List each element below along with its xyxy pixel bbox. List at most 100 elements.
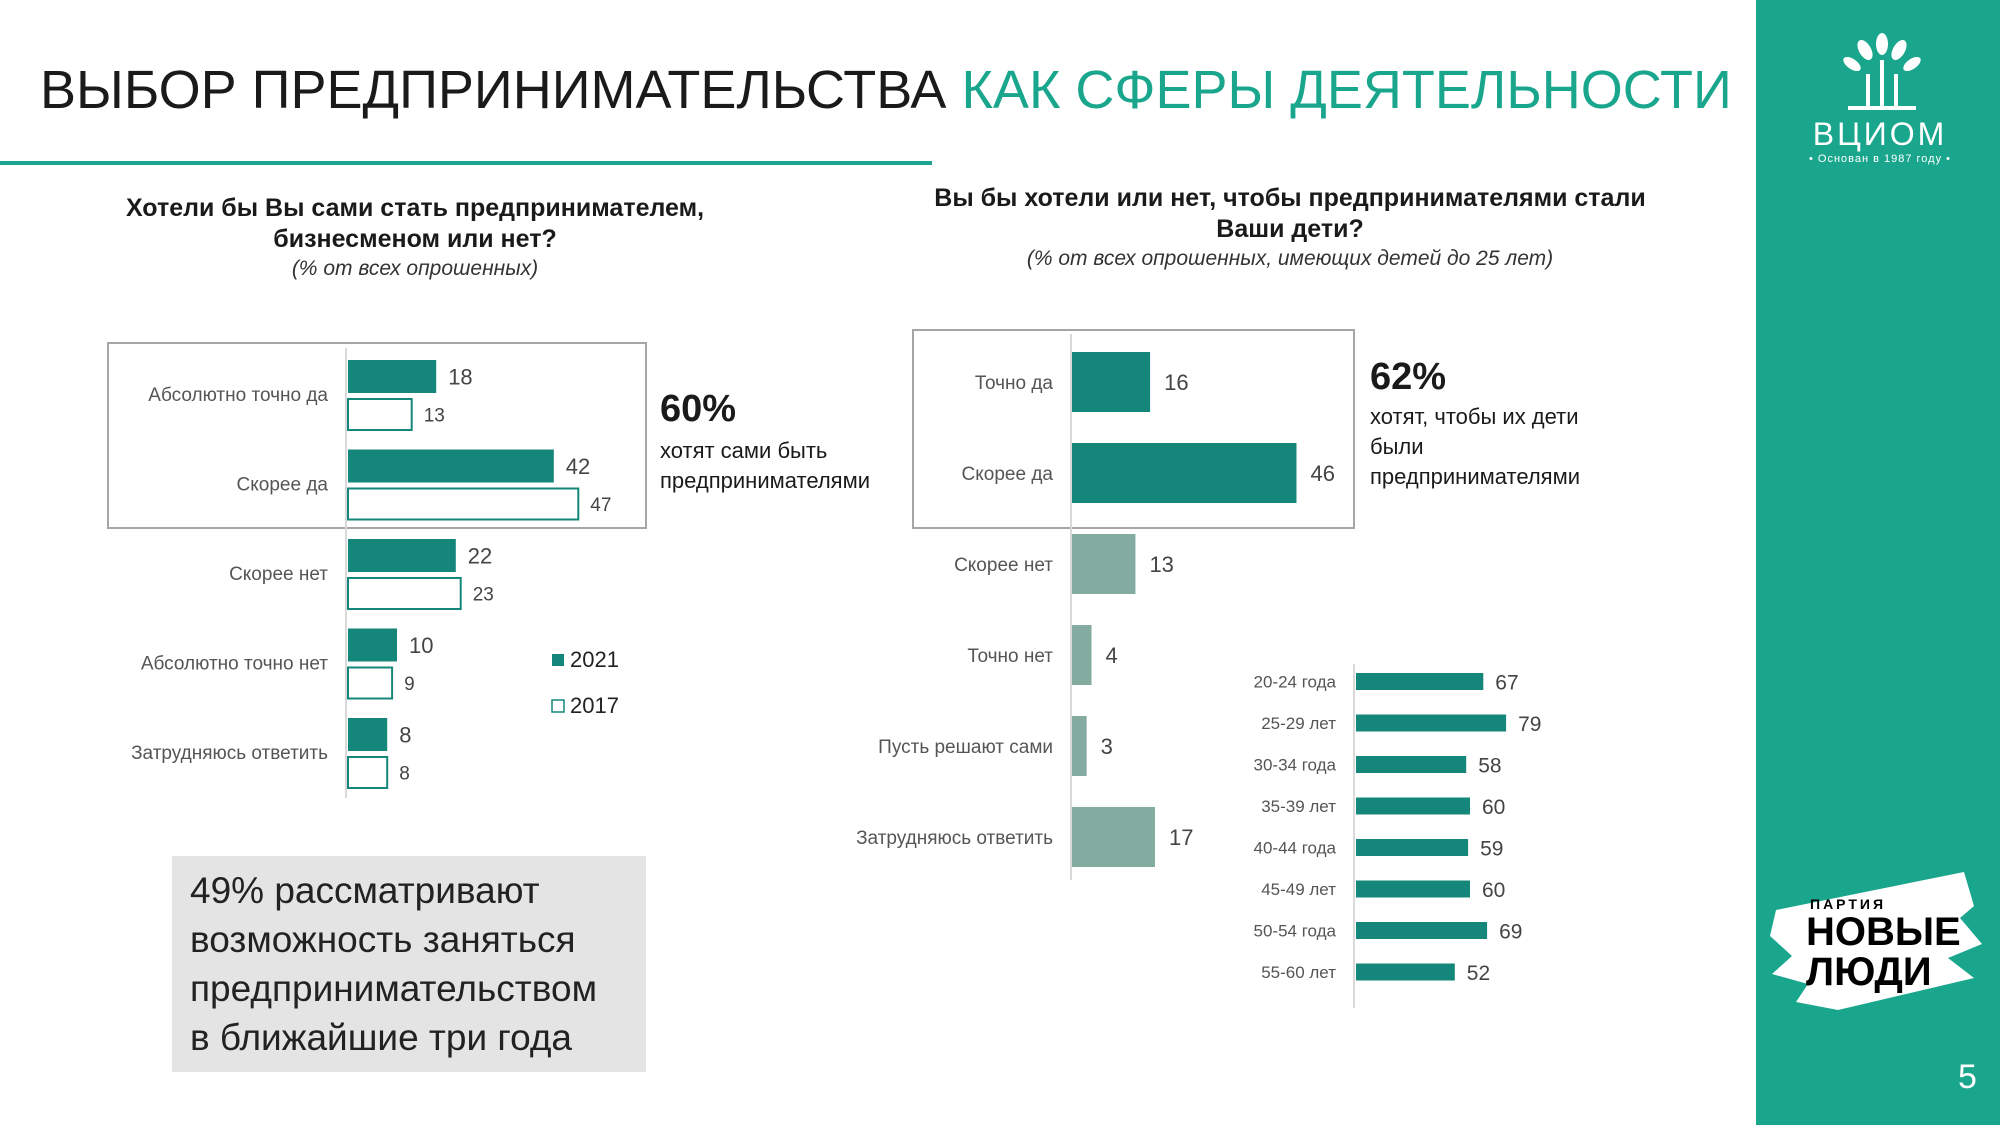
party-logo-small: ПАРТИЯ xyxy=(1810,896,1887,912)
bar-age xyxy=(1356,922,1488,939)
age-category-label: 55-60 лет xyxy=(1261,963,1336,982)
bar-age xyxy=(1356,963,1455,981)
bar-2021 xyxy=(348,449,554,483)
page-title: ВЫБОР ПРЕДПРИНИМАТЕЛЬСТВА КАК СФЕРЫ ДЕЯТ… xyxy=(40,58,1732,122)
highlight-box-left xyxy=(107,342,647,529)
bar-2017 xyxy=(347,487,580,521)
bar-2021 xyxy=(348,360,437,393)
bar-age xyxy=(1356,839,1469,856)
right-question-subtitle: (% от всех опрошенных, имеющих детей до … xyxy=(1026,247,1554,270)
age-category-label: 30-34 года xyxy=(1254,756,1337,775)
value-label-children: 3 xyxy=(1101,734,1113,759)
left-category-label: Абсолютно точно да xyxy=(148,385,328,406)
vciom-logo-text: ВЦИОМ xyxy=(1812,116,1948,152)
bar-2017 xyxy=(347,398,413,431)
title-main: ВЫБОР ПРЕДПРИНИМАТЕЛЬСТВА xyxy=(40,60,947,120)
value-label-children: 13 xyxy=(1149,552,1173,577)
right-category-label: Скорее нет xyxy=(954,555,1053,576)
note-line3: предпринимательством xyxy=(190,968,597,1009)
value-label-age: 58 xyxy=(1478,755,1501,778)
tree-logo-icon xyxy=(1843,33,1921,110)
age-category-label: 40-44 года xyxy=(1254,839,1337,858)
legend-label-2017: 2017 xyxy=(570,693,619,718)
right-bar-chart: Точно да Скорее да Скорее нет Точно нет Пуст… xyxy=(856,329,1355,880)
left-question-line2: бизнесменом или нет? xyxy=(273,225,557,253)
party-logo-brush-icon xyxy=(1770,872,1982,1010)
note-line1: 49% рассматривают xyxy=(190,870,540,911)
value-label-age: 79 xyxy=(1518,713,1541,736)
left-callout-text: хотят сами быть предпринимателями xyxy=(660,436,870,496)
right-category-label: Скорее да xyxy=(962,464,1054,485)
bar-2017 xyxy=(347,756,389,789)
bar-age xyxy=(1356,756,1467,773)
right-callout-line2: были xyxy=(1370,434,1424,459)
right-category-label: Затрудняюсь ответить xyxy=(856,828,1053,849)
value-label-2017: 13 xyxy=(424,406,445,427)
right-category-label: Пусть решают сами xyxy=(878,737,1053,758)
value-label-2021: 42 xyxy=(566,454,590,479)
bar-children xyxy=(1072,625,1092,685)
party-logo-line2: ЛЮДИ xyxy=(1806,950,1932,994)
page-number: 5 xyxy=(1958,1058,1977,1096)
left-category-label: Затрудняюсь ответить xyxy=(131,743,328,764)
right-question-line1: Вы бы хотели или нет, чтобы предпринимат… xyxy=(934,184,1646,212)
left-bar-chart: Абсолютно точно да Скорее да Скорее нет Абс… xyxy=(107,342,647,798)
right-category-label: Точно нет xyxy=(967,646,1053,667)
right-callout-percent: 62% xyxy=(1370,356,1447,398)
bar-age xyxy=(1356,673,1484,690)
vciom-tagline: • Основан в 1987 году • xyxy=(1808,153,1952,165)
bar-2017 xyxy=(347,666,394,700)
title-underline xyxy=(0,161,932,165)
value-label-age: 59 xyxy=(1480,838,1503,861)
bar-2017 xyxy=(347,577,462,610)
party-logo-line1: НОВЫЕ xyxy=(1806,910,1961,954)
age-category-label: 50-54 года xyxy=(1254,922,1337,941)
left-question-line1: Хотели бы Вы сами стать предпринимателем… xyxy=(125,194,705,222)
value-label-age: 69 xyxy=(1499,921,1522,944)
bar-age xyxy=(1356,714,1507,732)
bar-children xyxy=(1072,352,1151,412)
bar-children xyxy=(1072,716,1087,776)
value-label-children: 17 xyxy=(1169,825,1193,850)
left-category-label: Абсолютно точно нет xyxy=(141,654,328,675)
note-text: 49% рассматривают возможность заняться п… xyxy=(190,866,640,1062)
value-label-2017: 23 xyxy=(473,585,494,606)
right-callout-line1: хотят, чтобы их дети xyxy=(1370,404,1579,429)
highlight-box-right xyxy=(912,329,1355,529)
right-category-label: Точно да xyxy=(975,373,1054,394)
bar-2021 xyxy=(348,718,388,751)
value-label-age: 60 xyxy=(1482,879,1505,902)
left-callout-line1: хотят сами быть xyxy=(660,438,828,463)
left-category-label: Скорее нет xyxy=(229,564,328,585)
legend-swatch-2021 xyxy=(552,654,564,666)
bar-children xyxy=(1072,443,1297,503)
right-question-line2: Ваши дети? xyxy=(1216,215,1364,243)
left-callout-percent: 60% xyxy=(660,388,737,430)
value-label-age: 60 xyxy=(1482,796,1505,819)
legend-swatch-2017 xyxy=(551,699,565,713)
bar-2021 xyxy=(348,628,397,662)
value-label-2017: 8 xyxy=(399,764,410,785)
age-category-label: 20-24 года xyxy=(1254,673,1337,692)
note-line4: в ближайшие три года xyxy=(190,1017,573,1058)
legend-label-2021: 2021 xyxy=(570,647,619,672)
right-callout-text: хотят, чтобы их дети были предпринимател… xyxy=(1370,402,1580,492)
value-label-2021: 8 xyxy=(399,723,411,748)
bar-children xyxy=(1072,534,1136,594)
age-category-label: 35-39 лет xyxy=(1261,797,1336,816)
right-question-title: Вы бы хотели или нет, чтобы предпринимат… xyxy=(900,183,1680,245)
value-label-children: 46 xyxy=(1310,461,1334,486)
age-bar-chart: 20-24 года 25-29 лет 30-34 года 35-39 лет 40… xyxy=(1254,664,1541,1008)
age-category-label: 25-29 лет xyxy=(1261,714,1336,733)
value-label-2017: 9 xyxy=(404,674,415,695)
value-label-age: 67 xyxy=(1495,672,1518,695)
left-callout-line2: предпринимателями xyxy=(660,468,870,493)
note-box xyxy=(172,856,646,1072)
left-question-title: Хотели бы Вы сами стать предпринимателем… xyxy=(80,193,750,255)
note-line2: возможность заняться xyxy=(190,919,576,960)
title-accent: КАК СФЕРЫ ДЕЯТЕЛЬНОСТИ xyxy=(961,60,1732,120)
party-logo-name: НОВЫЕ ЛЮДИ xyxy=(1806,912,1961,992)
value-label-2021: 22 xyxy=(468,544,492,569)
left-question-subtitle: (% от всех опрошенных) xyxy=(291,257,539,280)
right-callout-line3: предпринимателями xyxy=(1370,464,1580,489)
